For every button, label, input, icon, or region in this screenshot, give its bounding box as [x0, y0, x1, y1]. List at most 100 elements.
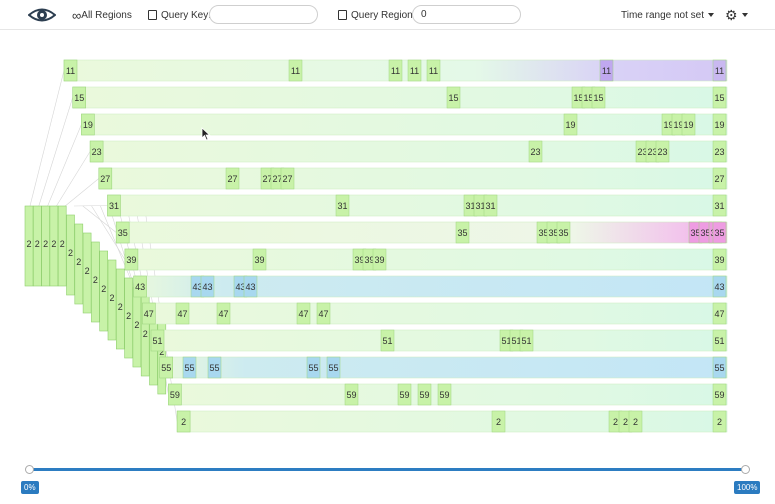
stack-cell[interactable]: 2: [91, 241, 100, 323]
region-cell[interactable]: 59: [344, 383, 359, 406]
row-label-cell[interactable]: 35: [115, 221, 130, 244]
region-cell[interactable]: 35: [556, 221, 571, 244]
region-cell[interactable]: 47: [296, 302, 311, 325]
region-cell[interactable]: 31: [712, 194, 727, 217]
region-cell[interactable]: 55: [207, 356, 222, 379]
region-cell[interactable]: 55: [306, 356, 321, 379]
row-label-cell[interactable]: 47: [142, 302, 156, 325]
region-cell[interactable]: 11: [388, 59, 403, 82]
stack-cell[interactable]: 2: [74, 223, 84, 305]
region-row[interactable]: 39 39 39 39 39 39: [124, 248, 728, 271]
row-label-cell[interactable]: 31: [107, 194, 121, 217]
row-label-cell[interactable]: 43: [133, 275, 147, 298]
stack-cell[interactable]: 2: [82, 232, 92, 314]
region-cell[interactable]: 11: [288, 59, 303, 82]
region-row[interactable]: 47 47 47 47 47 47: [142, 302, 728, 325]
stack-cell[interactable]: 2: [24, 205, 34, 287]
region-cell[interactable]: 47: [216, 302, 231, 325]
region-cell[interactable]: 27: [712, 167, 727, 190]
region-row[interactable]: 27 27 27 27 27 27: [98, 167, 728, 190]
region-cell[interactable]: 11: [712, 59, 727, 82]
region-cell[interactable]: 11: [426, 59, 441, 82]
region-cell[interactable]: 39: [712, 248, 727, 271]
region-cell[interactable]: 23: [712, 140, 727, 163]
region-cell[interactable]: 27: [225, 167, 240, 190]
region-cell[interactable]: 31: [483, 194, 498, 217]
row-label-cell[interactable]: 55: [159, 356, 173, 379]
region-row[interactable]: 59 59 59 59 59 59: [168, 383, 728, 406]
region-cell[interactable]: 59: [397, 383, 412, 406]
region-row[interactable]: 11 11 11 11 11 11 11: [63, 59, 728, 82]
region-row[interactable]: 19 19 19 19 19 19: [81, 113, 728, 136]
region-cell[interactable]: 59: [417, 383, 432, 406]
stack-cell[interactable]: 2: [41, 205, 50, 287]
row-label-cell[interactable]: 39: [124, 248, 139, 271]
region-row[interactable]: 353535353535353535: [115, 221, 728, 244]
row-label-cell[interactable]: 27: [98, 167, 113, 190]
region-cell[interactable]: 47: [175, 302, 190, 325]
range-slider-max-handle[interactable]: [741, 465, 750, 474]
region-cell[interactable]: 2: [628, 410, 643, 433]
range-slider-min-handle[interactable]: [25, 465, 34, 474]
region-cell[interactable]: 51: [712, 329, 727, 352]
region-cell[interactable]: 11: [599, 59, 614, 82]
region-cell[interactable]: 15: [712, 86, 727, 109]
stack-cell[interactable]: 2: [32, 205, 42, 287]
region-visualization[interactable]: 22222222222222222 1111111111111115151515…: [0, 30, 775, 450]
region-cell[interactable]: 43: [200, 275, 215, 298]
region-cell[interactable]: 43: [243, 275, 258, 298]
region-cell[interactable]: 2: [712, 410, 727, 433]
settings-dropdown[interactable]: ⚙: [725, 0, 748, 30]
region-cell[interactable]: 23: [655, 140, 670, 163]
region-row[interactable]: 51 51 51 51 51 51: [150, 329, 728, 352]
row-label-cell[interactable]: 11: [63, 59, 78, 82]
query-region-input[interactable]: [412, 5, 521, 24]
region-cell[interactable]: 55: [326, 356, 341, 379]
query-key-input[interactable]: [209, 5, 318, 24]
region-cell[interactable]: 19: [681, 113, 696, 136]
region-cell[interactable]: 11: [407, 59, 422, 82]
stack-cell[interactable]: 2: [124, 277, 133, 359]
range-slider-track[interactable]: [30, 468, 746, 471]
eye-logo-icon[interactable]: [28, 0, 56, 30]
time-range-dropdown[interactable]: Time range not set: [621, 0, 715, 30]
stack-cell[interactable]: 2: [116, 268, 125, 350]
region-cell[interactable]: 23: [528, 140, 543, 163]
row-label-cell[interactable]: 51: [150, 329, 165, 352]
region-row[interactable]: 15 15 15 15 15 15: [72, 86, 728, 109]
all-regions-button[interactable]: ∞ All Regions: [72, 0, 132, 30]
region-cell[interactable]: 47: [712, 302, 727, 325]
stack-cell[interactable]: 2: [99, 250, 108, 332]
region-row[interactable]: 31 31 31 31 31 31: [107, 194, 728, 217]
stack-cell[interactable]: 2: [57, 205, 67, 287]
row-label-cell[interactable]: 19: [81, 113, 95, 136]
region-cell[interactable]: 43: [712, 275, 727, 298]
region-cell[interactable]: 31: [335, 194, 350, 217]
stack-cell[interactable]: 2: [132, 286, 142, 368]
stack-cell[interactable]: 2: [157, 313, 167, 395]
region-cell[interactable]: 55: [712, 356, 727, 379]
region-row[interactable]: 23 23 23 23 23 23: [89, 140, 728, 163]
stack-cell[interactable]: 2: [66, 214, 75, 296]
region-cell[interactable]: 15: [591, 86, 606, 109]
row-label-cell[interactable]: 15: [72, 86, 86, 109]
region-cell[interactable]: 39: [252, 248, 267, 271]
region-cell[interactable]: 55: [182, 356, 197, 379]
region-row[interactable]: 43 43 43 43 43 43: [133, 275, 728, 298]
region-cell[interactable]: 19: [712, 113, 727, 136]
region-row[interactable]: 55 55 55 55 55 55: [159, 356, 728, 379]
stack-cell[interactable]: 2: [107, 259, 117, 341]
region-cell[interactable]: 27: [280, 167, 295, 190]
region-cell[interactable]: 51: [380, 329, 395, 352]
region-cell[interactable]: 39: [372, 248, 387, 271]
region-cell[interactable]: 35: [712, 221, 727, 244]
region-cell[interactable]: 51: [519, 329, 534, 352]
stack-cell[interactable]: 2: [49, 205, 59, 287]
region-cell[interactable]: 47: [316, 302, 331, 325]
row-label-cell[interactable]: 2: [176, 410, 191, 433]
region-cell[interactable]: 2: [491, 410, 506, 433]
region-cell[interactable]: 15: [446, 86, 461, 109]
region-cell[interactable]: 59: [712, 383, 727, 406]
row-label-cell[interactable]: 23: [89, 140, 104, 163]
